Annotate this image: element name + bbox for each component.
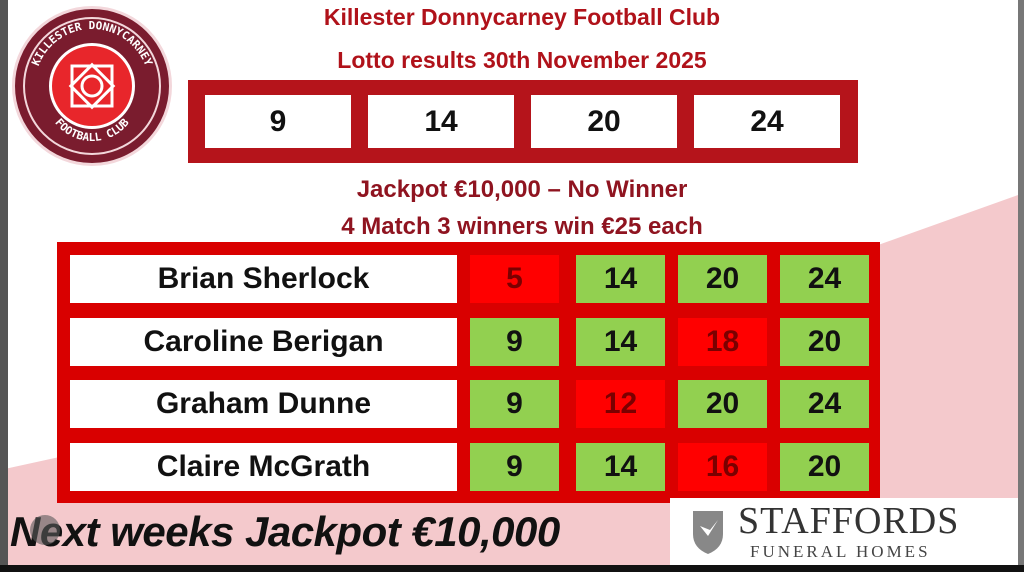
winners-summary: 4 Match 3 winners win €25 each: [341, 213, 703, 240]
winner-name: Claire McGrath: [70, 443, 457, 491]
next-jackpot: Next weeks Jackpot €10,000: [10, 508, 560, 555]
matched-number: 24: [780, 380, 869, 428]
winner-name: Brian Sherlock: [70, 255, 457, 303]
matched-number: 14: [576, 255, 665, 303]
matched-number: 9: [470, 380, 559, 428]
bottom-bar: [0, 565, 1024, 572]
sponsor-logo: STAFFORDS FUNERAL HOMES: [670, 498, 1018, 565]
draw-number: 20: [531, 95, 677, 148]
club-title: Killester Donnycarney Football Club: [323, 4, 721, 30]
unmatched-number: 18: [678, 318, 767, 366]
matched-number: 20: [780, 318, 869, 366]
unmatched-number: 12: [576, 380, 665, 428]
draw-number: 24: [694, 95, 840, 148]
left-border: [0, 0, 8, 572]
jackpot-result: Jackpot €10,000 – No Winner: [356, 176, 688, 203]
draw-number: 14: [368, 95, 514, 148]
draw-numbers-panel: 9 14 20 24: [188, 80, 858, 163]
right-border: [1018, 0, 1024, 572]
matched-number: 24: [780, 255, 869, 303]
matched-number: 9: [470, 443, 559, 491]
matched-number: 9: [470, 318, 559, 366]
celtic-knot-icon: [49, 43, 135, 129]
profile-icon[interactable]: [30, 515, 60, 545]
matched-number: 14: [576, 443, 665, 491]
winner-name: Caroline Berigan: [70, 318, 457, 366]
shield-dove-icon: [693, 511, 723, 554]
matched-number: 20: [678, 255, 767, 303]
club-crest-logo: KILLESTER DONNYCARNEY FOOTBALL CLUB: [12, 6, 172, 166]
draw-number: 9: [205, 95, 351, 148]
unmatched-number: 16: [678, 443, 767, 491]
sponsor-name: STAFFORDS: [738, 500, 960, 542]
matched-number: 14: [576, 318, 665, 366]
winners-table: Brian Sherlock 5 14 20 24 Caroline Berigan 9 14…: [57, 242, 880, 503]
matched-number: 20: [678, 380, 767, 428]
sponsor-tagline: FUNERAL HOMES: [750, 542, 931, 561]
matched-number: 20: [780, 443, 869, 491]
winner-name: Graham Dunne: [70, 380, 457, 428]
unmatched-number: 5: [470, 255, 559, 303]
results-date: Lotto results 30th November 2025: [337, 47, 707, 73]
